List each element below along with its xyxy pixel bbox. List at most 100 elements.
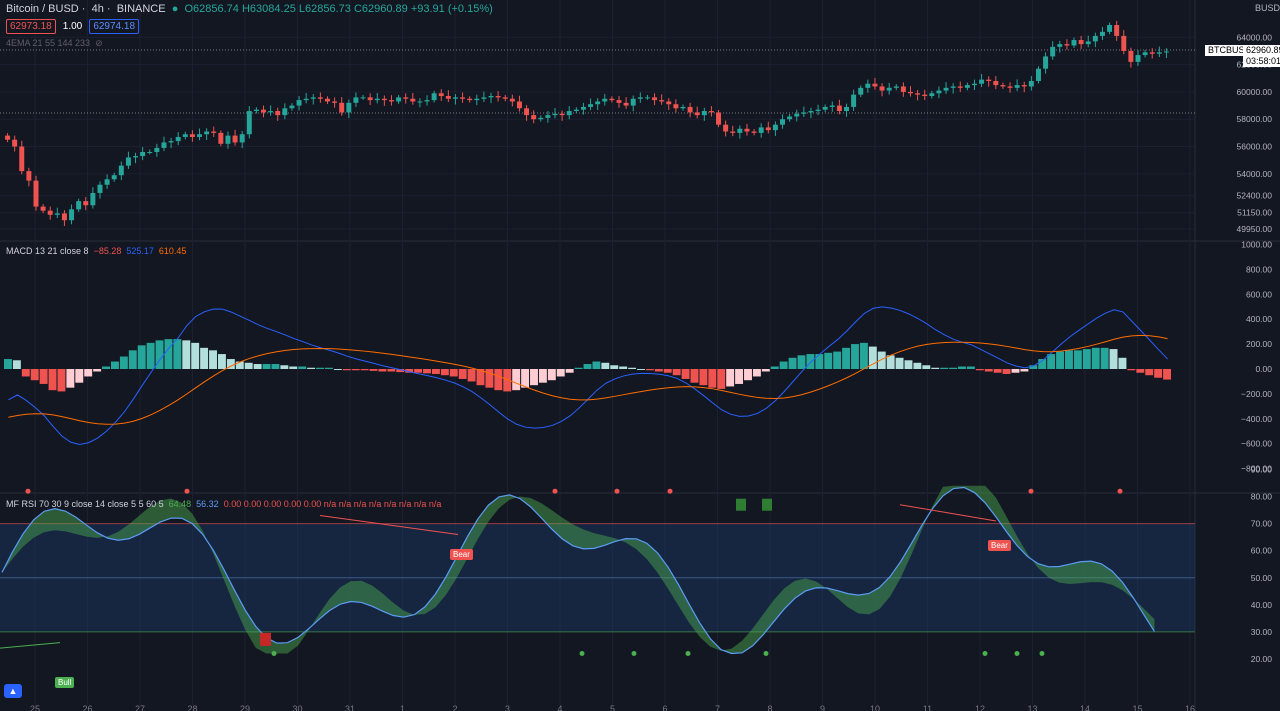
candle-body xyxy=(1035,68,1041,81)
macd-histogram-bar xyxy=(75,369,84,383)
buy-flag-marker xyxy=(762,498,772,511)
candle-body xyxy=(1107,25,1113,32)
candle-body xyxy=(1135,55,1141,62)
macd-histogram-bar xyxy=(940,367,949,369)
hide-eye-icon[interactable]: ⊘ xyxy=(92,38,103,48)
mfrsi-legend[interactable]: MF RSI 70 30 9 close 14 close 5 5 60 5 6… xyxy=(6,499,441,509)
candle-body xyxy=(90,192,96,206)
macd-histogram-bar xyxy=(761,369,770,372)
candle-body xyxy=(502,97,508,99)
macd-tick-label: 400.00 xyxy=(1246,314,1272,324)
macd-histogram-bar xyxy=(842,347,851,369)
macd-histogram-bar xyxy=(806,354,815,369)
macd-histogram-bar xyxy=(48,369,57,391)
tradingview-logo-icon[interactable]: ▲ xyxy=(4,684,22,698)
candle-body xyxy=(239,134,245,143)
macd-histogram-bar xyxy=(788,357,797,369)
price-candles xyxy=(5,20,1169,226)
macd-histogram-bar xyxy=(155,340,164,369)
ohlc-low: L62856.73 xyxy=(298,3,351,15)
candle-body xyxy=(872,83,878,87)
macd-histogram-bar xyxy=(1082,349,1091,369)
price-tick-label: 54000.00 xyxy=(1237,169,1273,179)
macd-histogram-bar xyxy=(752,369,761,377)
macd-histogram-bar xyxy=(485,369,494,388)
macd-histogram-bar xyxy=(779,361,788,369)
spread-label: 1.00 xyxy=(62,21,83,32)
candle-body xyxy=(1092,35,1098,42)
candle-body xyxy=(83,201,89,206)
macd-histogram-bar xyxy=(119,356,128,369)
price-tick-label: 51150.00 xyxy=(1237,208,1272,218)
macd-histogram-bar xyxy=(672,369,681,376)
macd-histogram-bar xyxy=(868,346,877,369)
candle-body xyxy=(787,116,793,120)
candle-body xyxy=(12,139,18,147)
rsi-tick-label: 20.00 xyxy=(1251,654,1273,664)
candle-body xyxy=(133,156,139,158)
date-tick-label: 6 xyxy=(662,704,667,711)
currency-label[interactable]: BUSD xyxy=(1255,3,1280,13)
macd-histogram-bar xyxy=(173,339,182,369)
macd-histogram-bar xyxy=(110,361,119,369)
macd-histogram-bar xyxy=(512,369,521,391)
buy-button[interactable]: 62974.18 xyxy=(89,19,140,34)
ema-legend[interactable]: 4EMA 21 55 144 233 ⊘ xyxy=(6,38,103,49)
macd-histogram-bar xyxy=(521,369,530,388)
macd-histogram-bar xyxy=(717,369,726,389)
candle-body xyxy=(396,97,402,102)
settings-dot-icon[interactable]: ● xyxy=(168,3,182,15)
macd-legend[interactable]: MACD 13 21 close 8 −85.28 525.17 610.45 xyxy=(6,246,186,256)
macd-histogram-bar xyxy=(949,367,958,369)
candle-body xyxy=(154,147,160,152)
candle-body xyxy=(986,79,992,81)
candle-body xyxy=(630,98,636,106)
candle-body xyxy=(125,157,131,166)
candle-body xyxy=(531,115,537,120)
price-tick-label: 64000.00 xyxy=(1237,32,1273,42)
macd-histogram-bar xyxy=(146,342,155,369)
macd-histogram-bar xyxy=(904,360,913,369)
candle-body xyxy=(69,209,75,221)
macd-histogram-bar xyxy=(21,369,30,377)
candle-body xyxy=(1000,85,1006,87)
mfrsi-title: MF RSI 70 30 9 close 14 close 5 5 60 5 xyxy=(6,499,164,509)
candle-body xyxy=(964,85,970,88)
sell-button[interactable]: 62973.18 xyxy=(6,19,56,34)
rsi-tick-label: 30.00 xyxy=(1251,627,1273,637)
rsi-fill-area xyxy=(2,485,1155,654)
macd-histogram-bar xyxy=(280,365,289,369)
candle-body xyxy=(588,104,594,107)
macd-histogram-bar xyxy=(833,351,842,369)
candle-body xyxy=(673,104,679,109)
symbol-header[interactable]: Bitcoin / BUSD · 4h · BINANCE ● O62856.7… xyxy=(6,3,493,15)
overbought-dot xyxy=(184,488,190,494)
candle-body xyxy=(189,134,195,137)
candle-body xyxy=(616,100,622,103)
macd-histogram-bar xyxy=(1056,351,1065,369)
macd-histogram-bar xyxy=(316,367,324,369)
candle-body xyxy=(40,206,46,211)
macd-histogram-bar xyxy=(324,367,333,369)
macd-histogram-bar xyxy=(654,369,663,372)
macd-histogram-bar xyxy=(547,369,556,381)
candle-body xyxy=(538,117,544,120)
macd-histogram-bar xyxy=(253,364,262,369)
candle-body xyxy=(652,97,658,101)
candle-body xyxy=(1050,46,1056,57)
macd-histogram-bar xyxy=(931,367,940,369)
candle-body xyxy=(268,111,274,113)
date-tick-label: 2 xyxy=(452,704,457,711)
overbought-dot xyxy=(614,488,620,494)
bull-divergence-line xyxy=(0,642,61,649)
macd-histogram-bar xyxy=(30,369,39,381)
macd-histogram-bar xyxy=(637,369,645,370)
macd-histogram-bar xyxy=(333,369,342,370)
candle-body xyxy=(147,151,153,153)
macd-title: MACD 13 21 close 8 xyxy=(6,246,89,256)
candle-body xyxy=(509,98,515,102)
macd-histogram-bar xyxy=(494,369,503,391)
rsi-tick-label: 50.00 xyxy=(1251,573,1273,583)
date-tick-label: 28 xyxy=(187,704,197,711)
